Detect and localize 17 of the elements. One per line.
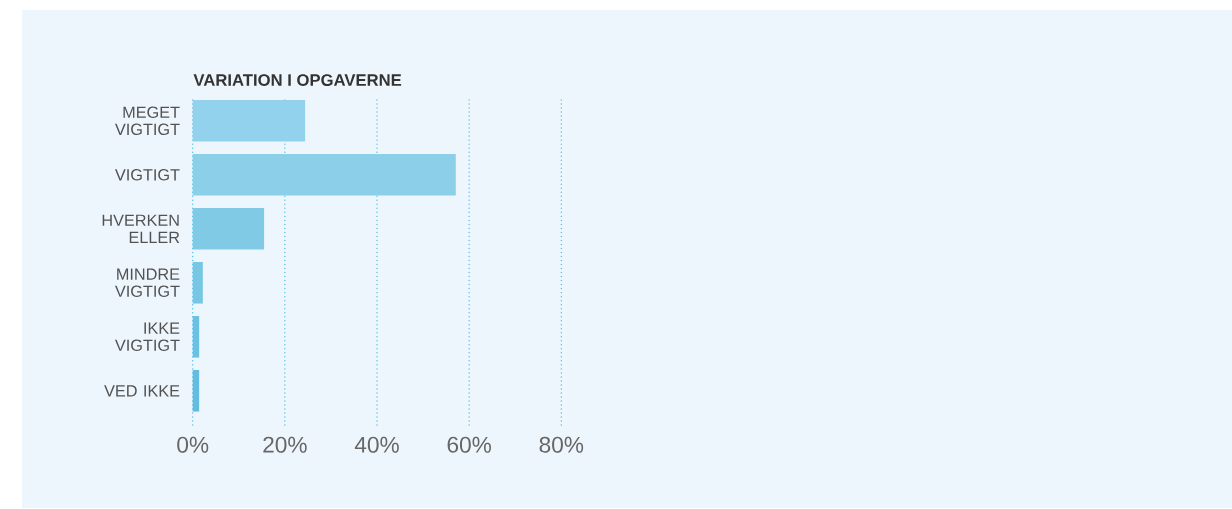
x-tick-label: 40% — [354, 436, 399, 453]
x-tick-label: 80% — [539, 436, 584, 453]
bar — [192, 153, 456, 196]
y-tick-label: MINDRE VIGTIGT — [114, 268, 180, 297]
bar — [192, 316, 200, 358]
chart-title: VARIATION I OPGAVERNE — [193, 74, 402, 86]
x-tick-label: 60% — [447, 436, 492, 453]
x-tick-label: 20% — [263, 436, 307, 453]
y-tick-label: MEGET VIGTIGT — [114, 106, 180, 136]
bar — [192, 261, 203, 304]
x-tick-label: 0% — [177, 436, 209, 453]
bar — [192, 99, 306, 142]
bar — [192, 207, 265, 250]
y-tick-label: VED IKKE — [104, 385, 180, 397]
y-tick-label: IKKE VIGTIGT — [114, 322, 180, 351]
y-tick-label: HVERKEN ELLER — [102, 214, 180, 243]
y-tick-label: VIGTIGT — [114, 169, 180, 181]
